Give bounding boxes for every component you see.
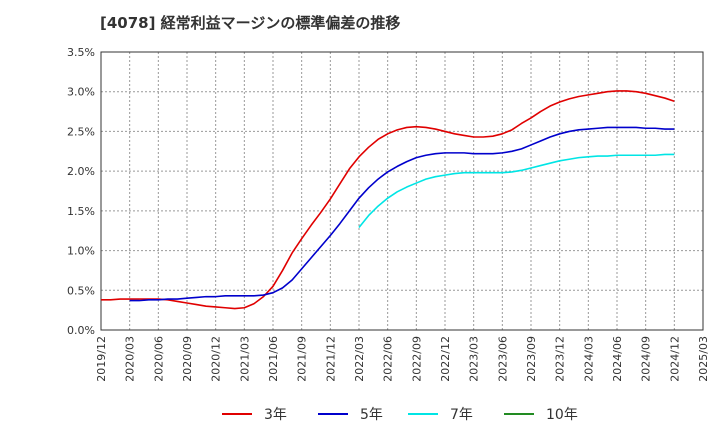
- x-tick-label: 2023/09: [525, 336, 538, 382]
- y-tick-label: 3.0%: [67, 86, 95, 99]
- x-tick-label: 2023/12: [554, 336, 567, 382]
- y-tick-label: 2.5%: [67, 125, 95, 138]
- x-tick-label: 2021/09: [296, 336, 309, 382]
- x-tick-label: 2021/03: [238, 336, 251, 382]
- x-tick-label: 2021/12: [324, 336, 337, 382]
- y-tick-label: 1.5%: [67, 205, 95, 218]
- x-tick-label: 2022/12: [439, 336, 452, 382]
- chart-title: [4078] 経常利益マージンの標準偏差の推移: [100, 14, 401, 32]
- y-tick-label: 1.0%: [67, 245, 95, 258]
- x-tick-label: 2020/12: [210, 336, 223, 382]
- x-tick-label: 2025/03: [697, 336, 710, 382]
- legend-label: 10年: [546, 407, 578, 423]
- y-tick-label: 0.0%: [67, 324, 95, 337]
- legend-label: 5年: [360, 407, 383, 423]
- plot-area: [101, 52, 703, 330]
- series-line-3年: [101, 90, 675, 310]
- x-tick-label: 2023/03: [468, 336, 481, 382]
- x-tick-label: 2024/09: [640, 336, 653, 382]
- x-tick-label: 2019/12: [95, 336, 108, 382]
- x-tick-label: 2020/09: [181, 336, 194, 382]
- y-tick-label: 2.0%: [67, 165, 95, 178]
- y-tick-label: 0.5%: [67, 284, 95, 297]
- x-tick-label: 2022/09: [410, 336, 423, 382]
- plot-frame: [100, 51, 704, 331]
- x-tick-label: 2024/12: [668, 336, 681, 382]
- x-tick-label: 2024/06: [611, 336, 624, 382]
- legend-label: 7年: [450, 407, 473, 423]
- x-tick-label: 2021/06: [267, 336, 280, 382]
- x-tick-label: 2020/06: [152, 336, 165, 382]
- x-tick-label: 2020/03: [124, 336, 137, 382]
- series-line-5年: [129, 126, 675, 302]
- x-tick-label: 2022/03: [353, 336, 366, 382]
- x-tick-label: 2023/06: [496, 336, 509, 382]
- x-tick-label: 2024/03: [582, 336, 595, 382]
- series-line-7年: [358, 153, 675, 229]
- y-tick-label: 3.5%: [67, 46, 95, 59]
- x-tick-label: 2022/06: [382, 336, 395, 382]
- legend-label: 3年: [264, 407, 287, 423]
